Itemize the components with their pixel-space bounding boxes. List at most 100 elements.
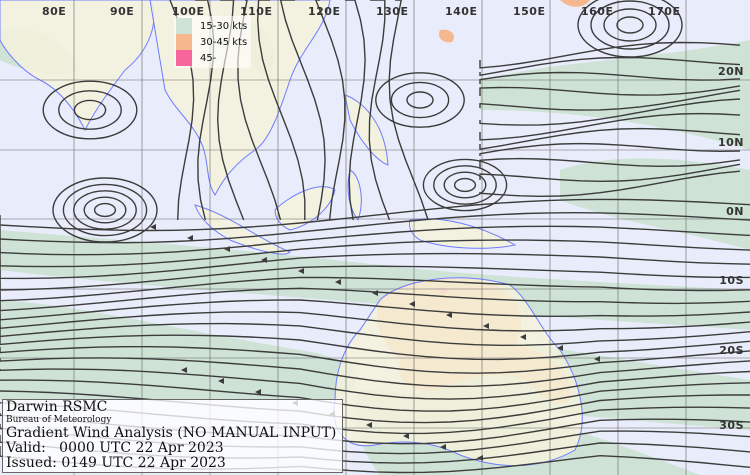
- wind-area: [560, 158, 750, 250]
- latitude-label: 30S: [719, 419, 744, 432]
- vortex-streamline: [93, 202, 117, 218]
- streamline: [479, 71, 741, 84]
- legend-item-15-30: 15-30 kts: [176, 18, 247, 34]
- vortex-streamline: [590, 0, 670, 50]
- streamline: [0, 287, 750, 312]
- longitude-label: 140E: [445, 5, 478, 18]
- streamline: [479, 41, 741, 69]
- vortex-streamline: [406, 91, 434, 109]
- streamline: [368, 0, 391, 221]
- streamline: [279, 0, 326, 221]
- coastline: [344, 94, 389, 166]
- wind-area: [438, 29, 455, 43]
- legend-label: 15-30 kts: [200, 20, 248, 32]
- streamline: [0, 265, 750, 291]
- latitude-label: 20N: [717, 65, 744, 78]
- streamline: [479, 127, 741, 151]
- legend-label: 30-45 kts: [200, 36, 248, 48]
- longitude-label: 80E: [42, 5, 67, 18]
- vortex-streamline: [52, 177, 158, 243]
- streamline: [0, 334, 750, 361]
- streamline: [0, 390, 750, 424]
- flow-arrow: [224, 246, 230, 252]
- longitude-label: 130E: [376, 5, 409, 18]
- latitude-label: 0N: [726, 205, 744, 218]
- flow-arrow: [483, 323, 489, 329]
- chart-info-box: Darwin RSMC Bureau of Meteorology Gradie…: [2, 399, 343, 473]
- vortex-streamline: [453, 177, 477, 193]
- flow-arrow: [218, 378, 224, 384]
- longitude-label: 100E: [172, 5, 205, 18]
- flow-arrow: [335, 279, 341, 285]
- streamline: [256, 0, 306, 220]
- vortex-streamline: [577, 0, 683, 58]
- flow-arrow: [187, 235, 193, 241]
- legend-item-30-45: 30-45 kts: [176, 34, 247, 50]
- agency-name: Bureau of Meteorology: [6, 415, 112, 425]
- legend-swatch: [176, 34, 192, 50]
- flow-arrow: [594, 356, 600, 362]
- product-title: Gradient Wind Analysis (NO MANUAL INPUT): [6, 425, 337, 441]
- streamline: [0, 239, 750, 268]
- vortex-streamline: [443, 171, 487, 199]
- vortex-streamline: [83, 196, 127, 224]
- streamline: [479, 85, 741, 96]
- flow-arrow: [520, 334, 526, 340]
- streamline: [0, 252, 750, 280]
- legend-label: 45-: [200, 52, 217, 64]
- streamline: [388, 0, 429, 221]
- latitude-label: 20S: [719, 344, 744, 357]
- streamline: [0, 225, 750, 256]
- streamline: [479, 142, 741, 156]
- vortex-streamline: [62, 183, 148, 237]
- vortex-streamline: [433, 165, 497, 205]
- flow-arrow: [255, 389, 261, 395]
- streamline: [315, 0, 346, 221]
- wind-area: [0, 300, 359, 400]
- streamline: [0, 311, 750, 332]
- flow-arrow: [403, 433, 409, 439]
- legend-swatch: [176, 18, 192, 34]
- streamline: [0, 322, 750, 347]
- streamline: [479, 56, 741, 77]
- legend-swatch: [176, 50, 192, 66]
- longitude-label: 150E: [513, 5, 546, 18]
- streamline: [345, 0, 366, 221]
- wind-area: [0, 230, 750, 330]
- vortex-streamline: [422, 158, 508, 212]
- latitude-label: 10S: [719, 274, 744, 287]
- vortex-streamline: [375, 72, 465, 128]
- longitude-label: 160E: [581, 5, 614, 18]
- flow-arrow: [440, 444, 446, 450]
- streamline: [479, 163, 741, 183]
- flow-arrow: [409, 301, 415, 307]
- vortex-streamline: [73, 99, 107, 121]
- centre-name: Darwin RSMC: [6, 399, 108, 415]
- coastline: [347, 169, 362, 222]
- latitude-label: 10N: [717, 136, 744, 149]
- flow-arrow: [366, 422, 372, 428]
- streamline: [479, 98, 741, 126]
- streamline: [0, 346, 750, 374]
- streamline: [479, 112, 741, 141]
- flow-arrow: [150, 224, 156, 230]
- longitude-label: 120E: [308, 5, 341, 18]
- longitude-label: 110E: [240, 5, 273, 18]
- streamline: [0, 379, 750, 412]
- streamline: [0, 357, 750, 388]
- streamline: [0, 299, 750, 321]
- vortex-streamline: [42, 80, 138, 140]
- coastline: [0, 0, 155, 132]
- vortex-streamline: [390, 81, 450, 119]
- streamline: [0, 276, 750, 302]
- wind-area: [560, 0, 590, 7]
- streamline: [479, 170, 741, 198]
- valid-time: Valid: 0000 UTC 22 Apr 2023: [6, 440, 224, 456]
- legend-item-45-plus: 45-: [176, 50, 247, 66]
- flow-arrow: [446, 312, 452, 318]
- flow-arrow: [557, 345, 563, 351]
- wind-speed-legend: 15-30 kts 30-45 kts 45-: [174, 16, 252, 68]
